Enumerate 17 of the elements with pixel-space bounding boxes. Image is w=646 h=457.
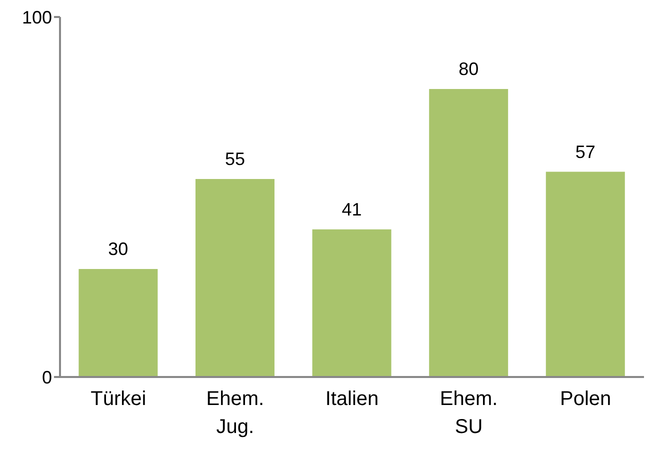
data-label: 55 bbox=[224, 149, 246, 169]
data-label: 41 bbox=[342, 199, 362, 220]
x-tick-label: Türkei bbox=[90, 388, 146, 410]
data-label: 57 bbox=[575, 142, 596, 162]
x-tick-label: Polen bbox=[560, 388, 612, 410]
bar bbox=[546, 172, 625, 377]
data-label: 30 bbox=[108, 239, 128, 259]
bar bbox=[78, 269, 158, 377]
bar bbox=[312, 229, 392, 377]
y-tick-label: 100 bbox=[22, 7, 52, 28]
x-tick-label: Ehem. SU bbox=[440, 388, 498, 438]
data-label: 80 bbox=[458, 59, 479, 79]
bar bbox=[195, 179, 274, 377]
bar bbox=[429, 89, 508, 377]
y-tick-label: 0 bbox=[42, 367, 52, 388]
x-tick-label: Italien bbox=[325, 388, 379, 410]
x-tick-label: Ehem. Jug. bbox=[206, 388, 264, 438]
